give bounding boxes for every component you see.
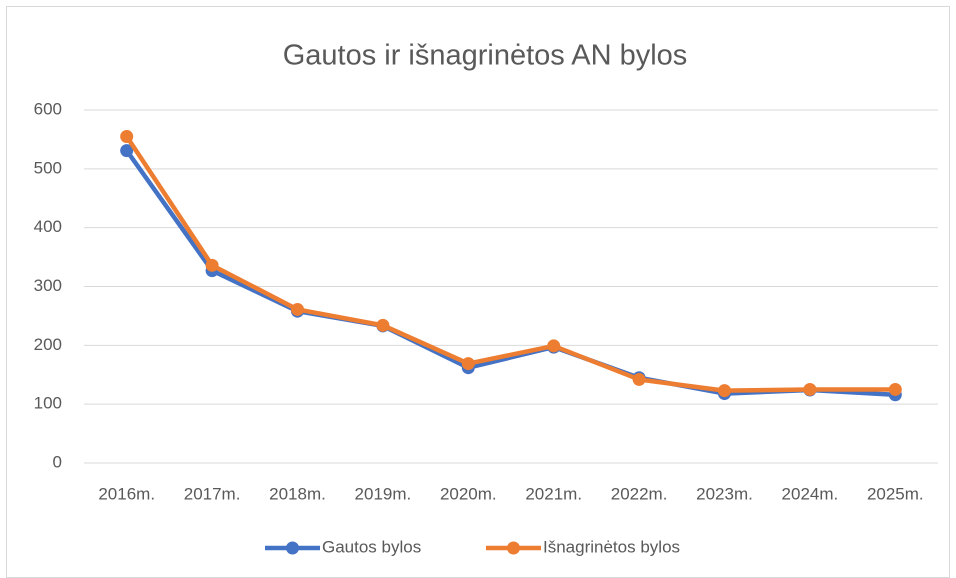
x-tick-label: 2025m. [867, 484, 924, 503]
data-point [291, 302, 304, 316]
y-tick-label: 200 [34, 335, 62, 354]
x-tick-label: 2019m. [355, 484, 412, 503]
data-point [547, 339, 561, 353]
y-tick-label: 500 [34, 158, 62, 177]
y-tick-label: 300 [34, 276, 62, 295]
chart-frame [6, 6, 950, 578]
data-point [461, 357, 475, 371]
data-point [888, 382, 902, 396]
legend-label: Gautos bylos [322, 537, 421, 556]
x-tick-label: 2022m. [611, 484, 668, 503]
data-point [120, 129, 134, 143]
x-tick-label: 2016m. [98, 484, 155, 503]
y-tick-label: 0 [53, 452, 62, 471]
x-tick-label: 2024m. [782, 484, 839, 503]
legend-label: Išnagrinėtos bylos [543, 537, 680, 556]
x-tick-label: 2018m. [269, 484, 326, 503]
y-tick-label: 400 [34, 217, 62, 236]
data-point [632, 372, 646, 386]
x-tick-label: 2020m. [440, 484, 497, 503]
data-point [803, 382, 817, 396]
y-tick-label: 600 [34, 99, 62, 118]
y-tick-label: 100 [34, 394, 62, 413]
x-tick-label: 2023m. [696, 484, 753, 503]
series-line [124, 134, 898, 393]
data-point [718, 384, 731, 398]
x-tick-label: 2017m. [184, 484, 241, 503]
legend-marker [286, 541, 299, 555]
data-point [205, 258, 219, 272]
legend-marker [507, 541, 520, 555]
data-point [120, 144, 134, 158]
x-tick-label: 2021m. [525, 484, 582, 503]
data-point [376, 318, 390, 332]
chart-title: Gautos ir išnagrinėtos AN bylos [283, 40, 688, 72]
